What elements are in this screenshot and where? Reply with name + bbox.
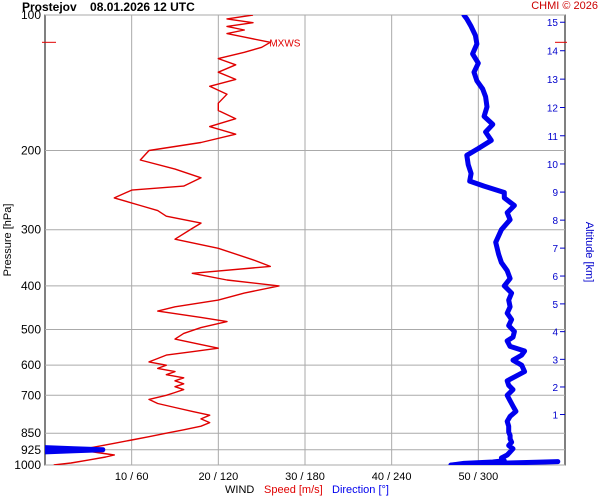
- altitude-tick-label: 2: [552, 383, 558, 394]
- wind-tick-label: 50 / 300: [458, 471, 498, 483]
- altitude-tick-label: 4: [552, 328, 558, 339]
- direction-surface-segment: [45, 445, 106, 455]
- altitude-tick-label: 8: [552, 216, 558, 227]
- altitude-tick-label: 15: [547, 18, 559, 29]
- altitude-tick-label: 14: [547, 47, 559, 58]
- altitude-tick-label: 10: [547, 160, 559, 171]
- pressure-axis-title: Pressure [hPa]: [2, 204, 14, 277]
- chmi-credit: CHMI © 2026: [531, 0, 598, 12]
- altitude-tick-label: 9: [552, 188, 558, 199]
- wind-tick-label: 10 / 60: [115, 471, 149, 483]
- speed-legend: Speed [m/s]: [264, 484, 323, 496]
- mxws-label: MXWS: [269, 38, 300, 49]
- altitude-tick-label: 3: [552, 355, 558, 366]
- pressure-tick-label: 1000: [14, 458, 41, 472]
- altitude-tick-label: 5: [552, 300, 558, 311]
- altitude-tick-label: 11: [548, 132, 559, 143]
- station-title: Prostejov 08.01.2026 12 UTC: [22, 0, 195, 14]
- speed-series-line: [53, 15, 280, 465]
- pressure-tick-label: 200: [21, 143, 41, 157]
- direction-legend: Direction [°]: [332, 484, 389, 496]
- sounding-datetime: 08.01.2026 12 UTC: [90, 0, 195, 14]
- station-name: Prostejov: [22, 0, 77, 14]
- wind-label: WIND: [225, 484, 255, 496]
- altitude-tick-label: 7: [552, 244, 558, 255]
- direction-ground-trace: [448, 459, 561, 465]
- pressure-tick-label: 100: [21, 8, 41, 22]
- altitude-tick-label: 13: [547, 75, 559, 86]
- wind-tick-label: 40 / 240: [372, 471, 412, 483]
- wind-tick-label: 20 / 120: [198, 471, 238, 483]
- pressure-tick-label: 850: [21, 426, 41, 440]
- altitude-tick-label: 1: [552, 411, 558, 422]
- pressure-tick-label: 500: [21, 323, 41, 337]
- direction-series-line: [449, 15, 528, 465]
- altitude-axis-title: Altitude [km]: [583, 222, 595, 283]
- pressure-tick-label: 700: [21, 388, 41, 402]
- wind-tick-label: 30 / 180: [285, 471, 325, 483]
- pressure-tick-label: 925: [21, 443, 41, 457]
- altitude-tick-label: 12: [547, 103, 559, 114]
- pressure-tick-label: 600: [21, 358, 41, 372]
- pressure-tick-label: 300: [21, 223, 41, 237]
- altitude-tick-label: 6: [552, 272, 558, 283]
- pressure-tick-label: 400: [21, 279, 41, 293]
